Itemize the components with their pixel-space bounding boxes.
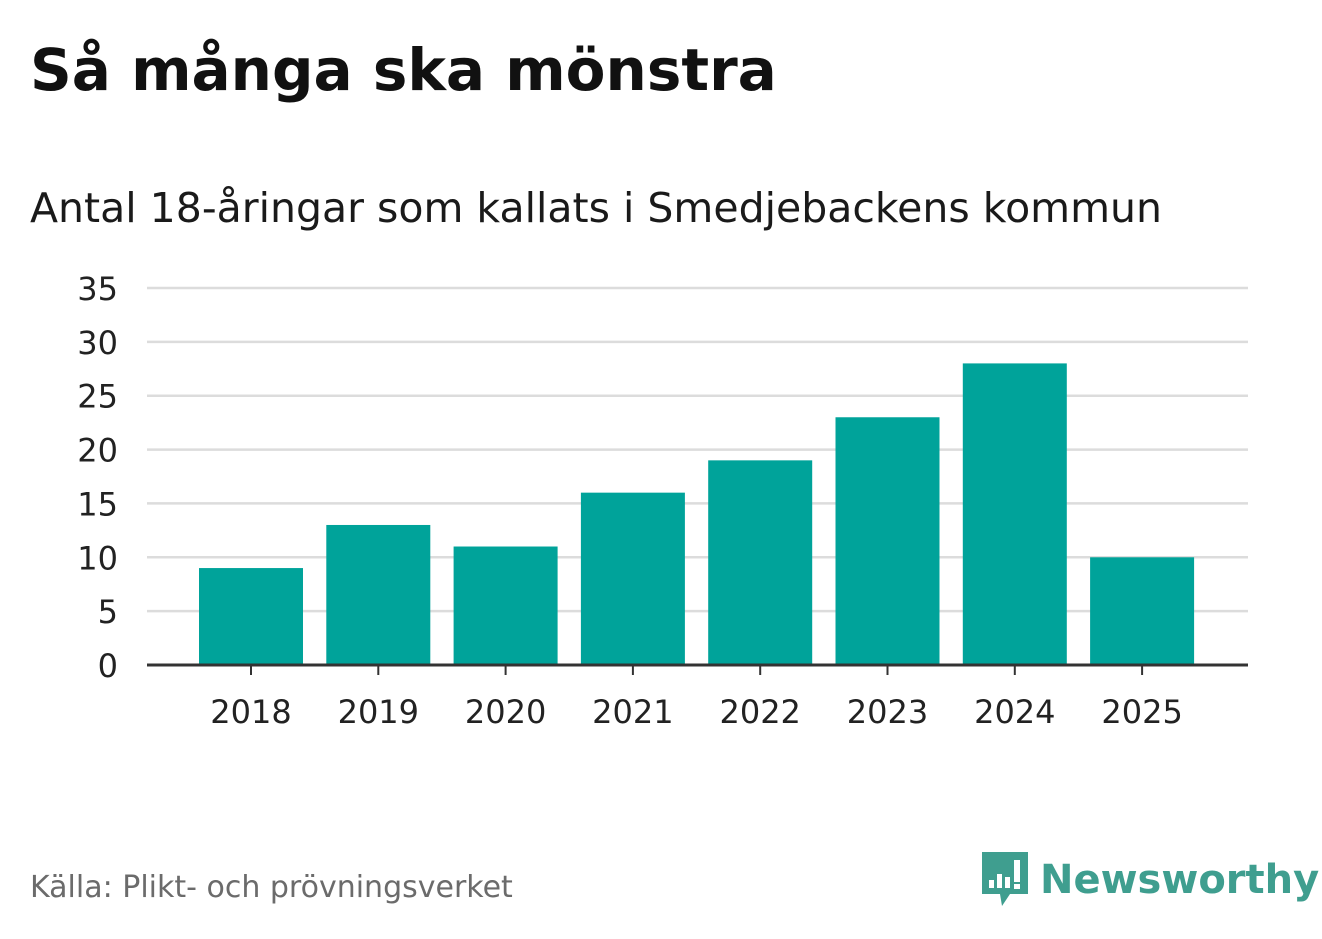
x-tick-label-2019: 2019 (338, 693, 419, 731)
x-tick-label-2020: 2020 (465, 693, 546, 731)
newsworthy-logo-icon (982, 852, 1028, 906)
y-tick-label-5: 5 (98, 593, 118, 631)
brand-name: Newsworthy (1040, 857, 1320, 903)
bar-2019 (326, 524, 431, 665)
bar-2025 (1090, 557, 1195, 665)
chart-subtitle: Antal 18-åringar som kallats i Smedjebac… (30, 184, 1163, 232)
y-tick-label-30: 30 (77, 324, 118, 362)
bar-2023 (835, 417, 940, 665)
y-tick-label-15: 15 (77, 485, 118, 523)
bar-2021 (580, 492, 685, 665)
x-tick-label-2021: 2021 (592, 693, 673, 731)
bar-2018 (199, 568, 303, 665)
axes (147, 663, 1248, 675)
y-tick-label-25: 25 (77, 378, 118, 416)
bars (199, 363, 1195, 665)
newsworthy-logo: Newsworthy (980, 850, 1319, 910)
x-tick-label-2018: 2018 (210, 693, 291, 731)
source-note: Källa: Plikt- och prövningsverket (30, 870, 513, 905)
x-tick-label-2024: 2024 (974, 693, 1055, 731)
bar-2022 (708, 460, 813, 665)
y-tick-label-35: 35 (77, 270, 118, 308)
bar-2024 (962, 363, 1067, 665)
x-tick-label-2022: 2022 (719, 693, 800, 731)
chart-title: Så många ska mönstra (30, 36, 777, 104)
y-tick-label-0: 0 (98, 647, 118, 685)
y-tick-label-20: 20 (77, 432, 118, 470)
x-tick-label-2023: 2023 (847, 693, 928, 731)
x-tick-label-2025: 2025 (1101, 693, 1182, 731)
gridlines (147, 286, 1248, 613)
bar-2020 (453, 546, 558, 665)
y-tick-label-10: 10 (77, 539, 118, 577)
